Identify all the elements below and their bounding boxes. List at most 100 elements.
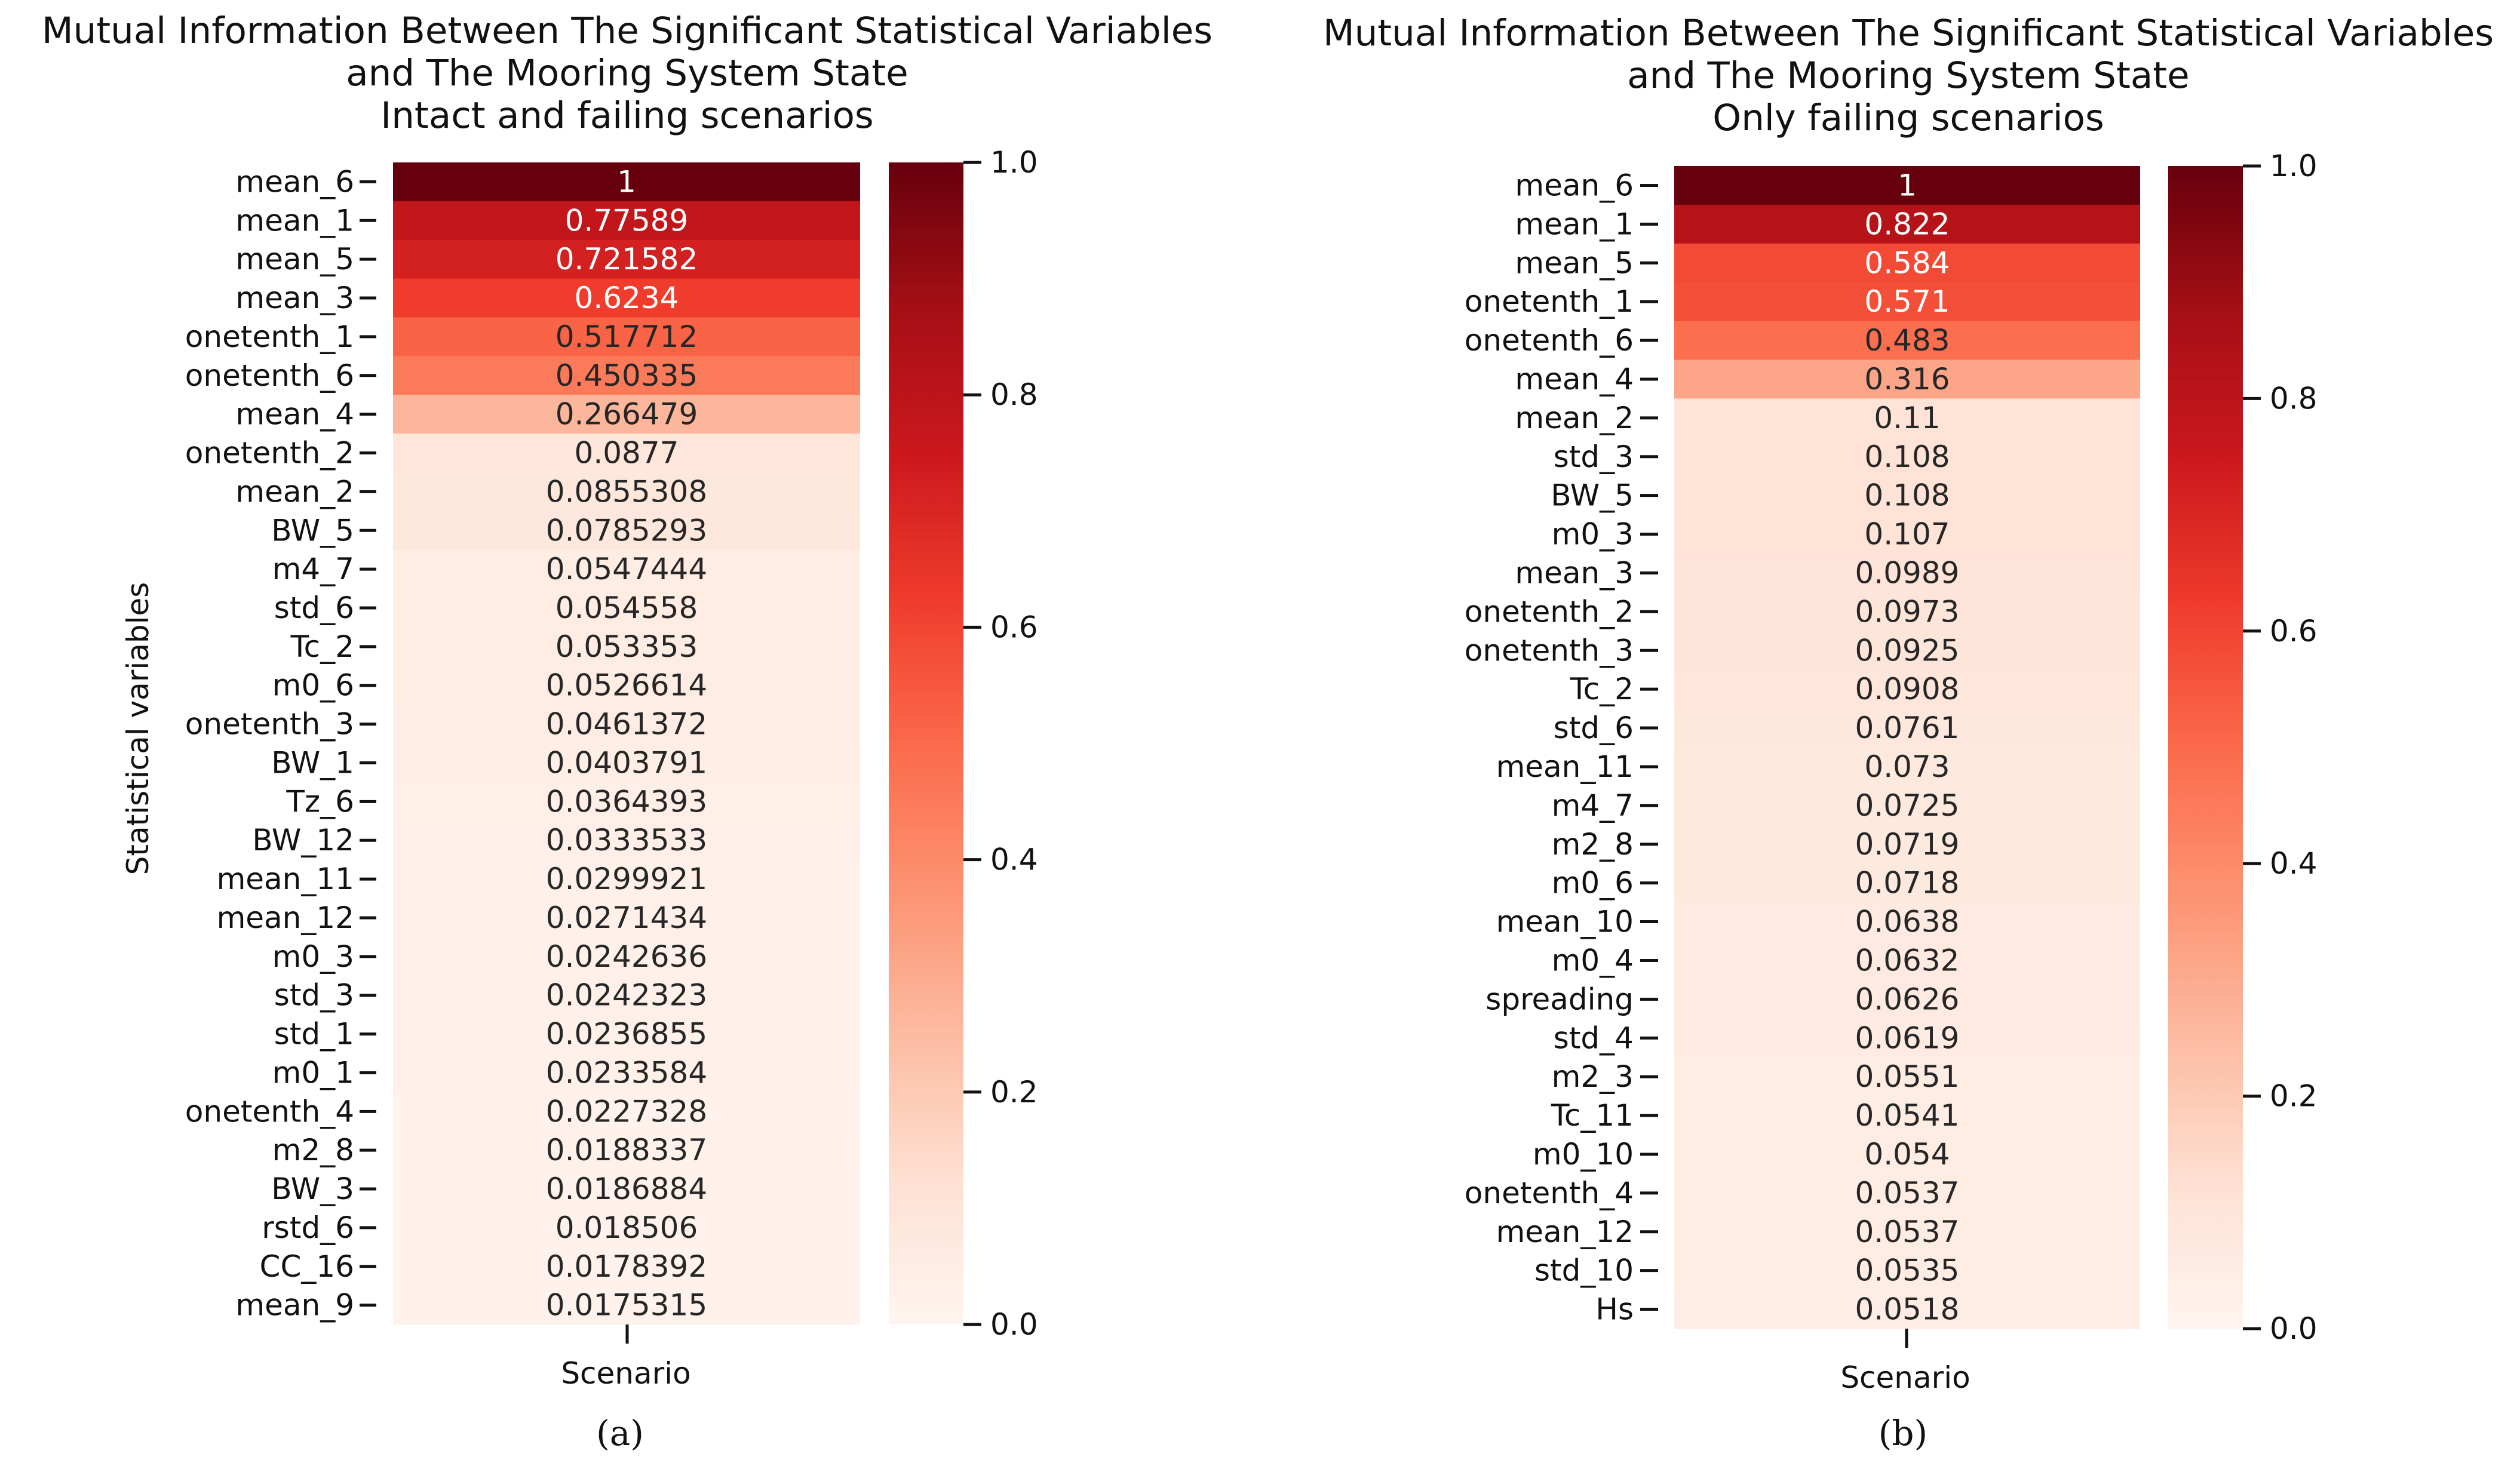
cell-value-label: 0.0227328	[546, 1094, 707, 1129]
y-tick-label: onetenth_2	[185, 436, 354, 471]
heatmap-cell	[1674, 1212, 2140, 1252]
heatmap-cell	[1674, 863, 2140, 903]
heatmap-cell	[393, 666, 860, 705]
y-tick-label: spreading	[1485, 982, 1634, 1016]
colorbar-tick-label: 0.2	[2270, 1079, 2318, 1114]
y-tick-label: mean_11	[1496, 749, 1634, 784]
heatmap-cell	[393, 511, 860, 551]
y-tick-label: mean_2	[235, 474, 354, 509]
y-tick-label: m2_8	[272, 1133, 354, 1167]
heatmap-cell	[1674, 1096, 2140, 1136]
y-tick-label: Tc_2	[290, 629, 354, 664]
heatmap-cell	[1674, 747, 2140, 786]
colorbar-tick-label: 0.8	[990, 377, 1038, 412]
cell-value-label: 0.0518	[1855, 1292, 1960, 1327]
heatmap-cells	[393, 162, 860, 1325]
cell-value-label: 0.054558	[555, 591, 698, 625]
y-tick-label: std_3	[274, 978, 354, 1013]
heatmap-cell	[1674, 166, 2140, 205]
colorbar	[889, 162, 963, 1324]
colorbar-tick-label: 0.6	[2270, 614, 2318, 649]
heatmap-cell	[393, 162, 860, 202]
cell-value-label: 0.053353	[555, 629, 698, 664]
y-tick-label: onetenth_4	[1465, 1176, 1634, 1210]
cell-value-label: 0.822	[1864, 207, 1950, 241]
cell-value-label: 0.0242636	[546, 939, 707, 974]
heatmap-cell	[1674, 476, 2140, 515]
heatmap-cell	[1674, 941, 2140, 981]
colorbar-tick-label: 0.8	[2270, 381, 2318, 416]
heatmap-cell	[393, 820, 860, 860]
heatmap-cell	[393, 705, 860, 744]
y-tick-label: mean_6	[1515, 168, 1634, 202]
y-tick-label: std_10	[1534, 1253, 1634, 1288]
cell-value-label: 0.0551	[1855, 1059, 1960, 1094]
y-tick-label: CC_16	[260, 1249, 354, 1284]
heatmap-cell	[393, 356, 860, 395]
cell-value-label: 0.018506	[555, 1210, 698, 1245]
y-tick-label: BW_3	[271, 1172, 354, 1206]
cell-value-label: 0.0271434	[546, 901, 707, 935]
y-tick-label: m0_6	[272, 668, 354, 703]
cell-value-label: 0.0242323	[546, 978, 707, 1013]
y-tick-label: mean_5	[1515, 245, 1634, 280]
y-tick-label: m4_7	[1552, 788, 1634, 823]
colorbar-tick-label: 0.4	[990, 843, 1038, 877]
y-axis-ticks: mean_6 mean_1 mean_5 onetenth_1 onetenth_6me…	[1465, 168, 1658, 1327]
cell-value-label: 0.0541	[1855, 1098, 1960, 1133]
cell-value-label: 0.108	[1864, 478, 1950, 513]
cell-value-label: 0.0461372	[546, 707, 707, 742]
y-tick-label: m4_7	[272, 552, 354, 586]
heatmap-cell	[1674, 669, 2140, 709]
y-tick-label: BW_1	[271, 745, 354, 780]
panel-label: (b)	[1879, 1413, 1927, 1453]
y-tick-label: onetenth_6	[185, 358, 354, 393]
cell-value-label: 0.0761	[1855, 711, 1960, 745]
cell-value-label: 0.0989	[1855, 555, 1960, 590]
y-tick-label: mean_4	[1515, 362, 1634, 397]
heatmap-cell	[1674, 902, 2140, 942]
y-tick-label: onetenth_1	[185, 319, 354, 354]
y-tick-label: BW_12	[252, 823, 354, 858]
colorbar-ticks: 0.0 0.2 0.4 0.6 0.8 1.0	[963, 145, 1038, 1342]
colorbar-tick-label: 1.0	[990, 145, 1038, 180]
heatmap-cell	[393, 1208, 860, 1247]
chart-title-line-3: Intact and failing scenarios	[380, 94, 873, 137]
heatmap-cell	[1674, 398, 2140, 438]
y-tick-label: mean_11	[217, 862, 354, 896]
heatmap-cell	[1674, 1251, 2140, 1290]
heatmap-cell	[393, 472, 860, 512]
y-tick-label: mean_2	[1515, 401, 1634, 435]
cell-value-label: 0.0619	[1855, 1021, 1960, 1055]
y-tick-label: m2_8	[1552, 827, 1634, 862]
y-tick-label: mean_3	[1515, 555, 1634, 590]
heatmap-cell	[393, 937, 860, 976]
y-tick-label: BW_5	[271, 513, 354, 548]
chart-title-line-2: and The Mooring System State	[1627, 54, 2189, 97]
cell-value-label: 0.517712	[555, 319, 698, 354]
cell-value-label: 0.0725	[1855, 788, 1960, 823]
cell-value-label: 0.0719	[1855, 827, 1960, 862]
cell-value-label: 0.0364393	[546, 784, 707, 819]
heatmap-cell	[1674, 1173, 2140, 1213]
cell-value-label: 0.0175315	[546, 1288, 707, 1323]
y-tick-label: m0_3	[272, 939, 354, 974]
cell-value-label: 0.0333533	[546, 823, 707, 858]
cell-value-label: 0.0537	[1855, 1215, 1960, 1249]
cell-value-label: 0.11	[1874, 401, 1940, 435]
y-tick-label: std_4	[1554, 1021, 1634, 1055]
cell-value-label: 0.77589	[565, 203, 689, 238]
y-tick-label: mean_9	[235, 1288, 354, 1323]
cell-value-label: 0.0925	[1855, 633, 1960, 668]
cell-value-label: 0.0718	[1855, 866, 1960, 901]
cell-value-label: 0.0547444	[546, 552, 707, 586]
cell-value-label: 0.0186884	[546, 1172, 707, 1206]
y-tick-label: m0_10	[1533, 1137, 1634, 1172]
cell-value-label: 0.316	[1864, 362, 1950, 397]
cell-value-label: 0.0626	[1855, 982, 1960, 1016]
heatmap-cell	[1674, 1018, 2140, 1058]
y-tick-label: m0_6	[1552, 866, 1634, 901]
colorbar-tick-label: 0.4	[2270, 846, 2318, 881]
y-tick-label: Tc_2	[1570, 672, 1634, 706]
colorbar	[2168, 166, 2243, 1329]
